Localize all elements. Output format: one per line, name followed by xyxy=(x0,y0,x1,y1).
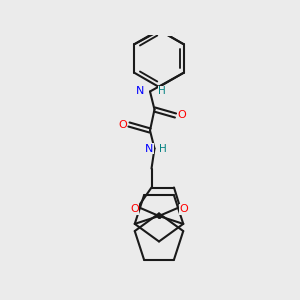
Text: N: N xyxy=(145,143,153,154)
Text: N: N xyxy=(136,86,145,97)
Text: CH₃: CH₃ xyxy=(142,25,157,34)
Text: CH₃: CH₃ xyxy=(159,27,175,36)
Text: O: O xyxy=(179,204,188,214)
Text: O: O xyxy=(178,110,187,121)
Text: H: H xyxy=(159,143,167,154)
Text: H: H xyxy=(158,86,166,97)
Text: O: O xyxy=(130,204,139,214)
Text: O: O xyxy=(118,119,127,130)
